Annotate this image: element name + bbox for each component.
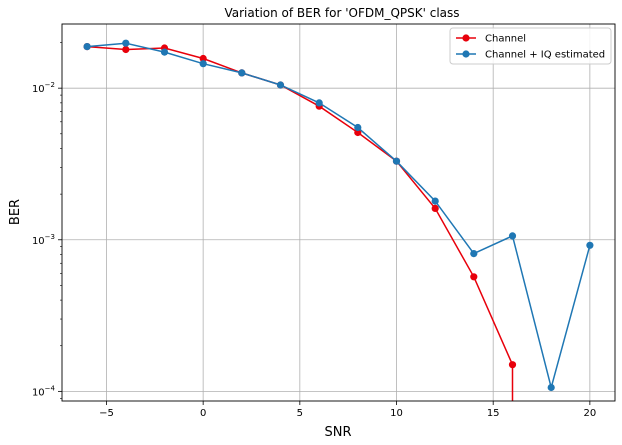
series-2-point bbox=[431, 197, 439, 205]
legend-entry-label: Channel + IQ estimated bbox=[485, 50, 605, 61]
series-2-point bbox=[122, 39, 130, 47]
series-2-point bbox=[83, 43, 91, 51]
y-axis: 10−4 10−3 10−2 bbox=[32, 42, 62, 399]
series-1-point bbox=[508, 361, 517, 369]
x-tick-label: 0 bbox=[200, 408, 206, 419]
series-2-point bbox=[586, 241, 594, 249]
x-tick-label: 15 bbox=[487, 408, 500, 419]
x-tick-label: 5 bbox=[297, 408, 303, 419]
legend: Channel Channel + IQ estimated bbox=[449, 27, 612, 65]
series-1-point bbox=[470, 273, 478, 281]
series-2-point bbox=[276, 81, 285, 89]
series-1-point bbox=[354, 128, 362, 137]
y-tick-label: 10−4 bbox=[32, 384, 56, 398]
series-1-point bbox=[199, 54, 207, 63]
x-tick-label: 10 bbox=[390, 408, 403, 419]
x-tick-label: −5 bbox=[99, 408, 114, 419]
series-2-point bbox=[199, 60, 207, 68]
series-2-point bbox=[392, 157, 401, 165]
series-1-point bbox=[431, 204, 439, 212]
legend-swatch-marker bbox=[462, 50, 470, 58]
series-2-point bbox=[508, 232, 517, 240]
legend-swatch-marker bbox=[462, 34, 470, 42]
series-2-point bbox=[315, 99, 323, 107]
plot-frame bbox=[61, 23, 616, 402]
chart-title: Variation of BER for 'OFDM_QPSK' class bbox=[224, 6, 459, 20]
y-axis-label: BER bbox=[8, 199, 23, 225]
legend-entry-label: Channel bbox=[485, 34, 526, 45]
y-tick-label: 10−2 bbox=[32, 81, 55, 95]
series-2-point bbox=[238, 69, 246, 77]
grid-lines bbox=[62, 24, 615, 401]
series-line-2 bbox=[87, 42, 591, 391]
series-2-point bbox=[470, 250, 478, 258]
series-layer bbox=[83, 39, 594, 401]
series-1-point bbox=[122, 45, 130, 54]
y-tick-label: 10−3 bbox=[32, 233, 55, 247]
legend-box bbox=[449, 27, 612, 65]
series-2-point bbox=[547, 383, 555, 392]
x-axis: −5 0 5 10 15 20 bbox=[99, 401, 596, 419]
x-axis-label: SNR bbox=[324, 425, 351, 440]
series-2-point bbox=[160, 48, 169, 56]
x-tick-label: 20 bbox=[583, 408, 596, 419]
series-2-point bbox=[354, 123, 362, 132]
